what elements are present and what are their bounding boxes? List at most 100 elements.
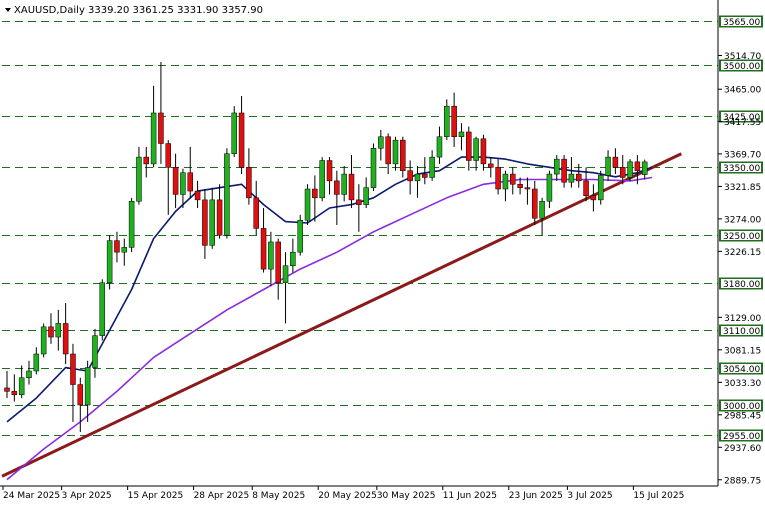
x-tick-label: 20 May 2025: [318, 491, 377, 501]
candle-bull[interactable]: [392, 139, 399, 165]
candle-bear[interactable]: [480, 138, 487, 165]
candle-bear[interactable]: [400, 139, 406, 171]
y-tick-label: 2985.45: [724, 411, 761, 421]
candle-bear[interactable]: [385, 136, 391, 165]
candle-bear[interactable]: [114, 240, 120, 253]
ma-fast-line[interactable]: [6, 156, 653, 423]
candle-bull[interactable]: [429, 156, 435, 178]
trendline[interactable]: [1, 152, 683, 478]
candle-bear[interactable]: [590, 195, 597, 201]
candle-bull[interactable]: [268, 241, 274, 270]
candle-bear[interactable]: [634, 161, 641, 171]
candle-bear[interactable]: [194, 190, 201, 201]
candle-bull[interactable]: [297, 219, 303, 253]
candle-bear[interactable]: [246, 167, 252, 199]
x-tick-label: 28 Apr 2025: [194, 491, 250, 501]
candle-bull[interactable]: [546, 173, 553, 202]
candle-bull[interactable]: [290, 251, 296, 266]
candle-bull[interactable]: [26, 370, 32, 379]
candle-bear[interactable]: [407, 170, 413, 182]
candle-bear[interactable]: [495, 167, 501, 190]
candle-bear[interactable]: [466, 131, 472, 161]
candle-bear[interactable]: [561, 158, 567, 183]
candle-bear[interactable]: [70, 353, 76, 385]
candle-bull[interactable]: [370, 148, 377, 188]
candle-bull[interactable]: [18, 377, 25, 395]
candle-bear[interactable]: [532, 188, 538, 219]
candle-bear[interactable]: [165, 143, 172, 168]
candle-bull[interactable]: [605, 156, 611, 176]
candle-bear[interactable]: [48, 326, 54, 338]
candle-bull[interactable]: [99, 282, 106, 336]
candle-bear[interactable]: [253, 197, 259, 229]
candle-bear[interactable]: [4, 387, 10, 392]
y-tick-label: 3033.30: [724, 379, 761, 389]
candle-bear[interactable]: [275, 241, 281, 283]
candle-bear[interactable]: [583, 180, 589, 197]
candle-bull[interactable]: [209, 199, 215, 246]
candle-bear[interactable]: [524, 187, 531, 190]
candle-bear[interactable]: [202, 199, 208, 246]
candle-bear[interactable]: [143, 156, 150, 165]
candle-bear[interactable]: [312, 188, 318, 199]
candle-bear[interactable]: [158, 112, 164, 144]
candle-bull[interactable]: [92, 335, 98, 368]
candle-bull[interactable]: [458, 131, 465, 137]
candle-bear[interactable]: [238, 112, 245, 168]
candle-bear[interactable]: [216, 199, 223, 236]
level-price-inner: [721, 401, 761, 410]
candle-bull[interactable]: [539, 200, 545, 219]
level-price-inner: [721, 17, 761, 26]
candle-bear[interactable]: [11, 391, 18, 395]
candle-bull[interactable]: [150, 112, 157, 165]
level-price-label: 3565.00: [723, 18, 760, 28]
candle-bull[interactable]: [128, 200, 135, 248]
candle-bull[interactable]: [568, 173, 575, 183]
candle-bull[interactable]: [282, 265, 289, 283]
candle-bear[interactable]: [77, 384, 84, 406]
candle-bull[interactable]: [180, 172, 186, 195]
candle-bear[interactable]: [422, 173, 428, 178]
candle-bull[interactable]: [436, 136, 443, 158]
candle-bull[interactable]: [319, 160, 325, 199]
candle-bull[interactable]: [627, 161, 633, 178]
level-price-label: 3350.00: [723, 164, 760, 174]
candle-bear[interactable]: [619, 167, 626, 178]
candle-bear[interactable]: [172, 167, 179, 195]
candle-bull[interactable]: [641, 161, 648, 175]
candle-bull[interactable]: [136, 156, 142, 202]
candle-bull[interactable]: [363, 187, 369, 205]
candle-bear[interactable]: [488, 163, 494, 168]
candle-bull[interactable]: [84, 367, 91, 406]
candle-bear[interactable]: [334, 180, 340, 195]
candle-bear[interactable]: [326, 160, 333, 182]
candle-bear[interactable]: [510, 173, 516, 185]
candle-bull[interactable]: [378, 136, 384, 149]
candle-bull[interactable]: [341, 173, 347, 195]
candle-bear[interactable]: [451, 105, 457, 137]
candle-bear[interactable]: [612, 156, 619, 168]
candle-bear[interactable]: [517, 184, 523, 188]
candle-bull[interactable]: [106, 240, 113, 283]
symbol-dropdown-icon[interactable]: [5, 8, 11, 12]
candle-bull[interactable]: [414, 173, 421, 182]
candle-bull[interactable]: [224, 153, 230, 236]
candle-bull[interactable]: [304, 188, 311, 221]
candle-bull[interactable]: [121, 247, 128, 253]
candle-bull[interactable]: [502, 173, 509, 190]
candle-bull[interactable]: [231, 112, 237, 154]
candle-bear[interactable]: [187, 172, 193, 192]
candle-bull[interactable]: [473, 138, 479, 161]
candle-bear[interactable]: [575, 173, 582, 182]
candle-bear[interactable]: [348, 173, 355, 201]
candle-bull[interactable]: [444, 105, 450, 137]
candle-bear[interactable]: [260, 228, 267, 270]
candle-bull[interactable]: [554, 158, 560, 175]
candle-bull[interactable]: [40, 326, 47, 355]
candle-bull[interactable]: [597, 175, 604, 201]
candle-bear[interactable]: [62, 323, 69, 355]
candle-bear[interactable]: [356, 199, 362, 205]
candle-bull[interactable]: [33, 353, 40, 372]
candle-bull[interactable]: [55, 323, 62, 338]
